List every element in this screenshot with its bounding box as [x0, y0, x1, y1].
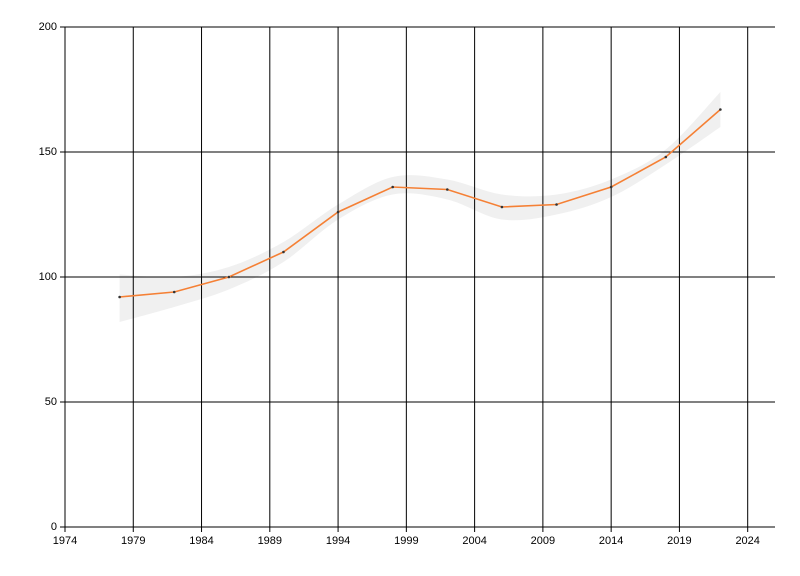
data-point: [118, 295, 121, 299]
data-point: [391, 185, 394, 189]
data-point: [555, 203, 558, 206]
y-tick-label: 0: [51, 521, 57, 533]
data-point: [719, 108, 722, 111]
data-line: [119, 108, 721, 298]
x-tick-label: 2014: [599, 535, 623, 547]
y-tick-label: 100: [39, 271, 57, 283]
data-point: [227, 275, 231, 279]
data-point: [446, 188, 449, 191]
x-tick-label: 2009: [531, 535, 555, 547]
y-tick-label: 200: [39, 21, 57, 33]
y-tick-label: 150: [39, 146, 57, 158]
data-point: [336, 210, 340, 214]
x-tick-label: 1979: [121, 535, 145, 547]
data-point: [664, 155, 668, 159]
data-point: [282, 250, 285, 254]
x-tick-label: 2004: [462, 535, 486, 547]
x-tick-label: 2019: [667, 535, 691, 547]
data-point: [609, 185, 613, 189]
confidence-band: [119, 92, 721, 322]
data-point: [172, 290, 176, 294]
y-tick-label: 50: [45, 396, 57, 408]
x-tick-label: 1974: [53, 535, 77, 547]
x-tick-label: 1989: [258, 535, 282, 547]
data-point: [500, 205, 504, 209]
x-tick-label: 2024: [735, 535, 759, 547]
x-tick-label: 1994: [326, 535, 350, 547]
x-tick-label: 1984: [189, 535, 213, 547]
x-tick-label: 1999: [394, 535, 418, 547]
